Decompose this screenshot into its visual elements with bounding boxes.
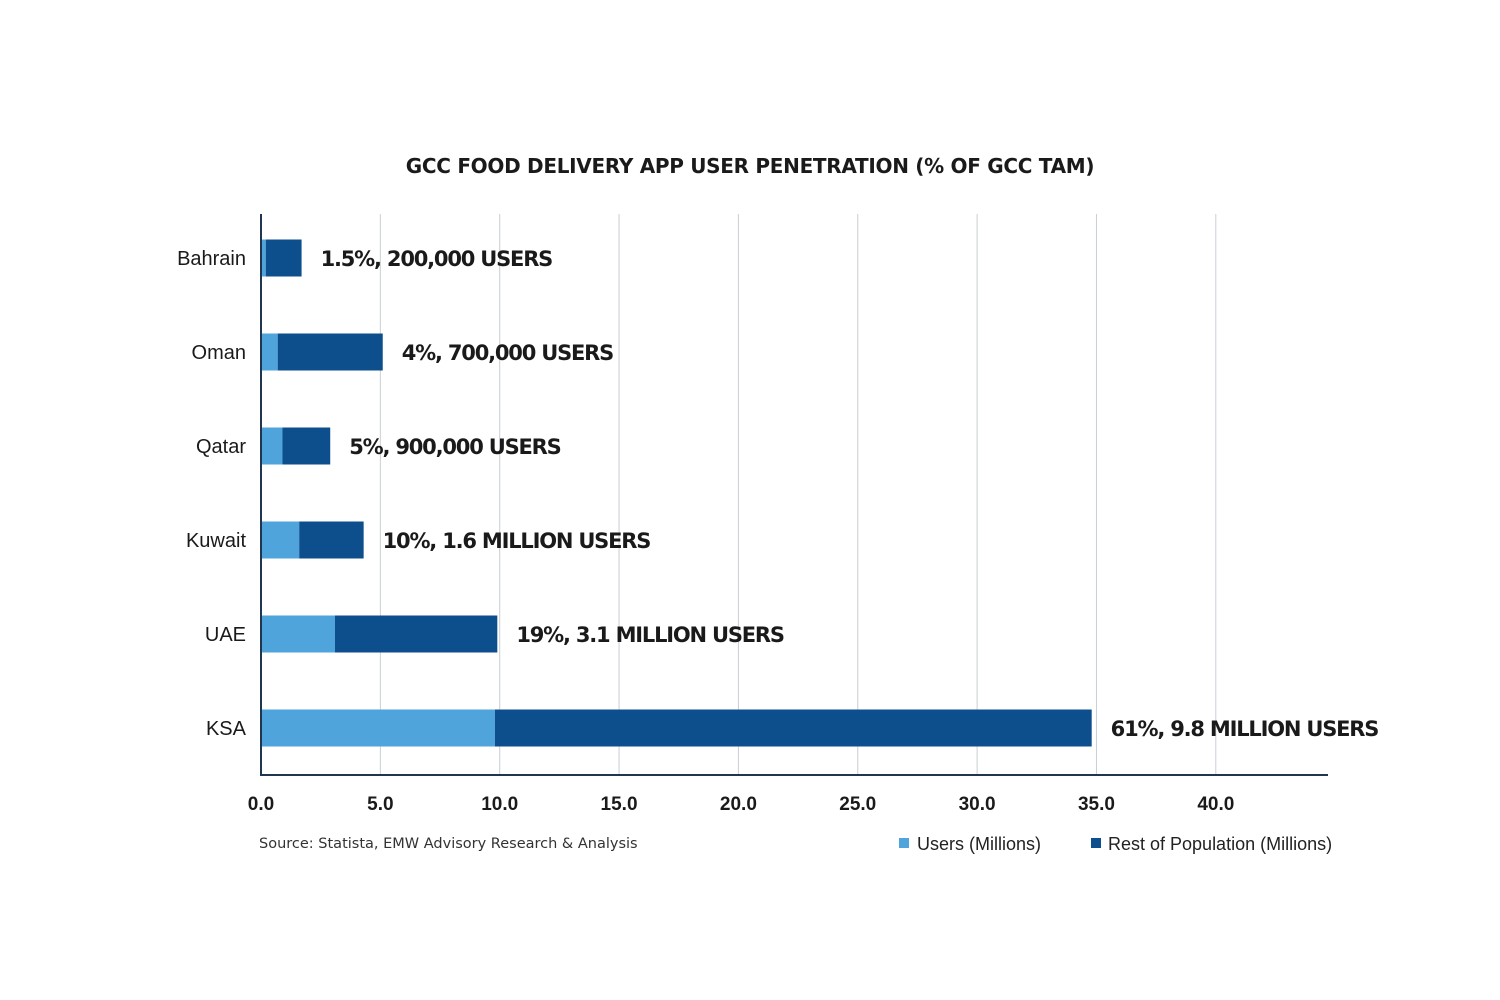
legend-label-users: Users (Millions) <box>917 834 1041 854</box>
category-label-oman: Oman <box>192 342 246 364</box>
data-label-ksa: 61%, 9.8 MILLION USERS <box>1111 717 1379 741</box>
category-label-bahrain: Bahrain <box>177 248 246 270</box>
x-tick-label: 0.0 <box>248 794 274 815</box>
bar-kuwait-rest <box>299 521 364 559</box>
bar-oman-users <box>261 333 278 371</box>
category-label-kuwait: Kuwait <box>186 530 246 552</box>
data-label-uae: 19%, 3.1 MILLION USERS <box>516 623 784 647</box>
bar-kuwait-users <box>261 521 300 559</box>
x-tick-label: 15.0 <box>601 794 638 815</box>
bar-ksa-rest <box>494 709 1092 747</box>
x-tick-label: 10.0 <box>481 794 518 815</box>
chart-title: GCC FOOD DELIVERY APP USER PENETRATION (… <box>406 154 1094 178</box>
x-tick-label: 5.0 <box>367 794 393 815</box>
x-tick-label: 40.0 <box>1197 794 1234 815</box>
bar-ksa-users <box>261 709 495 747</box>
source-note: Source: Statista, EMW Advisory Research … <box>259 836 638 852</box>
data-label-kuwait: 10%, 1.6 MILLION USERS <box>383 529 651 553</box>
axes <box>260 214 1328 776</box>
x-tick-label: 30.0 <box>959 794 996 815</box>
bar-uae-users <box>261 615 335 653</box>
category-label-uae: UAE <box>205 624 246 646</box>
legend-swatch-users <box>899 838 909 848</box>
data-label-oman: 4%, 700,000 USERS <box>402 341 613 365</box>
category-labels: Bahrain Oman Qatar Kuwait UAE KSA <box>177 248 247 740</box>
data-label-bahrain: 1.5%, 200,000 USERS <box>321 247 553 271</box>
bar-oman-rest <box>277 333 383 371</box>
bar-bahrain-users <box>261 239 266 277</box>
x-tick-label: 35.0 <box>1078 794 1115 815</box>
data-label-qatar: 5%, 900,000 USERS <box>349 435 560 459</box>
bar-qatar-rest <box>282 427 331 465</box>
category-label-ksa: KSA <box>206 718 247 740</box>
bar-uae-rest <box>334 615 498 653</box>
x-tick-label: 20.0 <box>720 794 757 815</box>
legend-label-rest: Rest of Population (Millions) <box>1108 834 1332 854</box>
data-labels: 1.5%, 200,000 USERS 4%, 700,000 USERS 5%, … <box>321 247 1380 741</box>
gridlines <box>379 214 1217 775</box>
bar-bahrain-rest <box>265 239 302 277</box>
legend-swatch-rest <box>1091 838 1101 848</box>
x-tick-label: 25.0 <box>839 794 876 815</box>
bar-qatar-users <box>261 427 283 465</box>
category-label-qatar: Qatar <box>196 436 246 458</box>
tick-labels: 0.0 5.0 10.0 15.0 20.0 25.0 30.0 35.0 40.0 <box>248 794 1235 815</box>
bars <box>261 239 1092 747</box>
legend: Users (Millions) Rest of Population (Mill… <box>899 834 1332 854</box>
